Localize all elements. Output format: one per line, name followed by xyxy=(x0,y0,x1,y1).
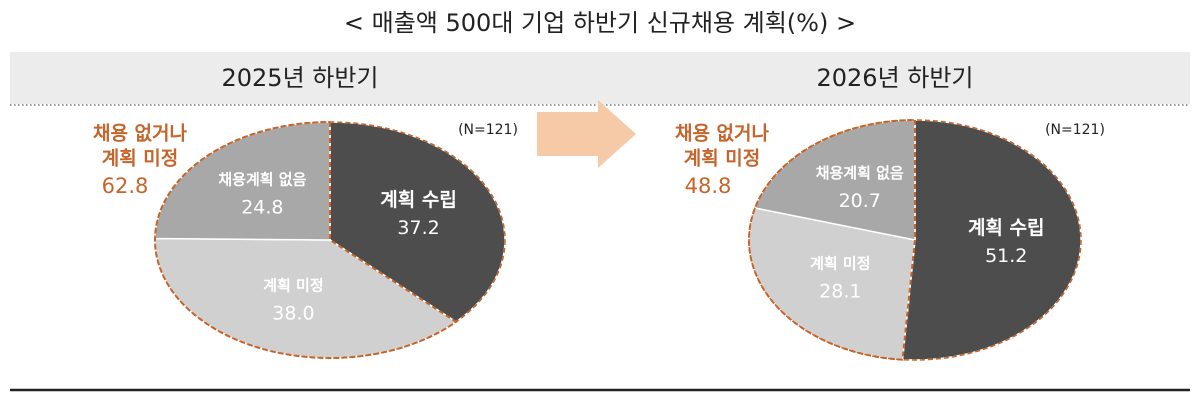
slice-value: 20.7 xyxy=(839,190,881,212)
group-outline xyxy=(154,121,458,359)
slice-label: 계획 미정 xyxy=(263,277,323,295)
slice-value: 24.8 xyxy=(241,196,283,218)
pie-slice xyxy=(901,119,1082,361)
group-label: 채용 없거나 xyxy=(93,123,188,145)
group-label: 계획 미정 xyxy=(102,148,179,170)
slice-value: 28.1 xyxy=(819,280,861,302)
group-value: 48.8 xyxy=(685,174,732,198)
pie-outline xyxy=(154,121,506,359)
note: (N=121) xyxy=(458,122,518,138)
slice-value: 38.0 xyxy=(272,303,314,325)
group-value: 62.8 xyxy=(102,174,149,198)
pie-outline xyxy=(748,119,1082,361)
slice-label: 계획 미정 xyxy=(810,254,870,272)
chart-title: 2025년 하반기 xyxy=(221,64,378,92)
slice-label: 계획 수립 xyxy=(968,217,1045,239)
arrow xyxy=(537,100,636,168)
note: (N=121) xyxy=(1045,122,1105,138)
slice-label: 계획 수립 xyxy=(380,189,457,211)
page-title: < 매출액 500대 기업 하반기 신규채용 계획(%) > xyxy=(344,9,856,37)
slice-value: 51.2 xyxy=(985,245,1027,267)
header-band xyxy=(10,52,1190,104)
slice-label: 채용계획 없음 xyxy=(218,170,306,188)
group-label: 채용 없거나 xyxy=(675,123,770,145)
chart-title: 2026년 하반기 xyxy=(816,64,973,92)
slice-value: 37.2 xyxy=(397,217,439,239)
slice-label: 채용계획 없음 xyxy=(816,164,904,182)
group-label: 계획 미정 xyxy=(684,148,761,170)
